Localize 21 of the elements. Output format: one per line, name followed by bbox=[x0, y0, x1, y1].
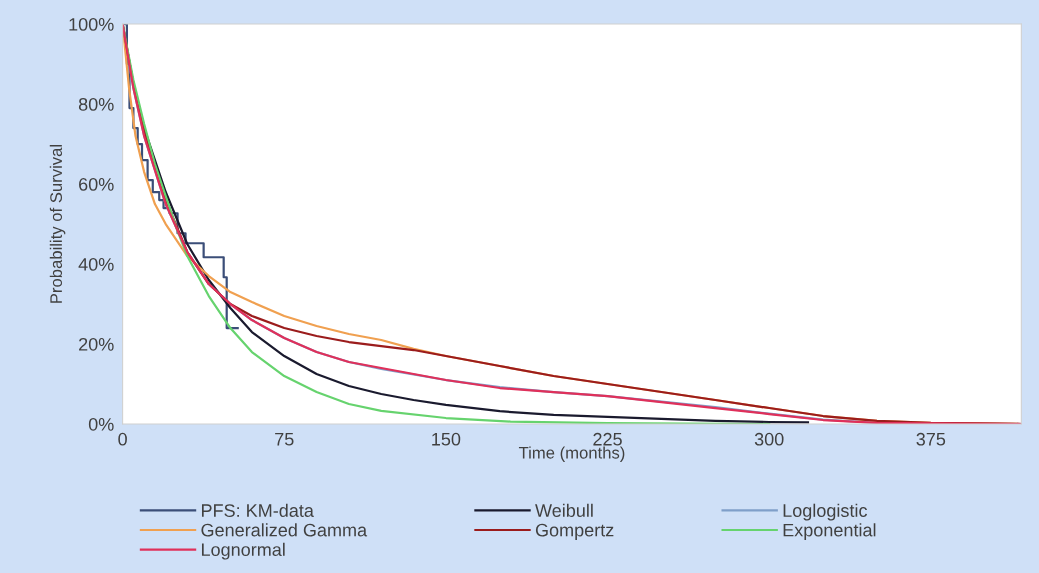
x-tick-label: 225 bbox=[593, 432, 622, 446]
y-tick-label: 100% bbox=[69, 18, 114, 31]
legend-label: Loglogistic bbox=[783, 503, 868, 521]
x-tick-label: 75 bbox=[275, 433, 294, 446]
legend-label: PFS: KM-data bbox=[201, 503, 314, 517]
legend-label: Lognormal bbox=[201, 542, 285, 560]
legend-label: Gompertz bbox=[535, 523, 614, 541]
x-axis-title: Time (months) bbox=[518, 446, 625, 462]
x-tick-label: 0 bbox=[118, 432, 127, 446]
y-tick-label: 20% bbox=[79, 337, 114, 351]
y-tick-label: 60% bbox=[79, 177, 114, 191]
y-tick-label: 40% bbox=[78, 257, 114, 271]
x-tick-label: 375 bbox=[916, 432, 946, 446]
y-tick-label: 0% bbox=[88, 417, 114, 431]
x-tick-label: 300 bbox=[754, 432, 784, 446]
x-tick-label: 150 bbox=[432, 432, 461, 446]
legend-label: Weibull bbox=[535, 503, 593, 517]
y-tick-label: 80% bbox=[78, 97, 114, 111]
y-axis-title: Probability of Survival bbox=[49, 145, 66, 303]
legend-label: Generalized Gamma bbox=[201, 523, 368, 537]
legend-label: Exponential bbox=[783, 523, 876, 541]
